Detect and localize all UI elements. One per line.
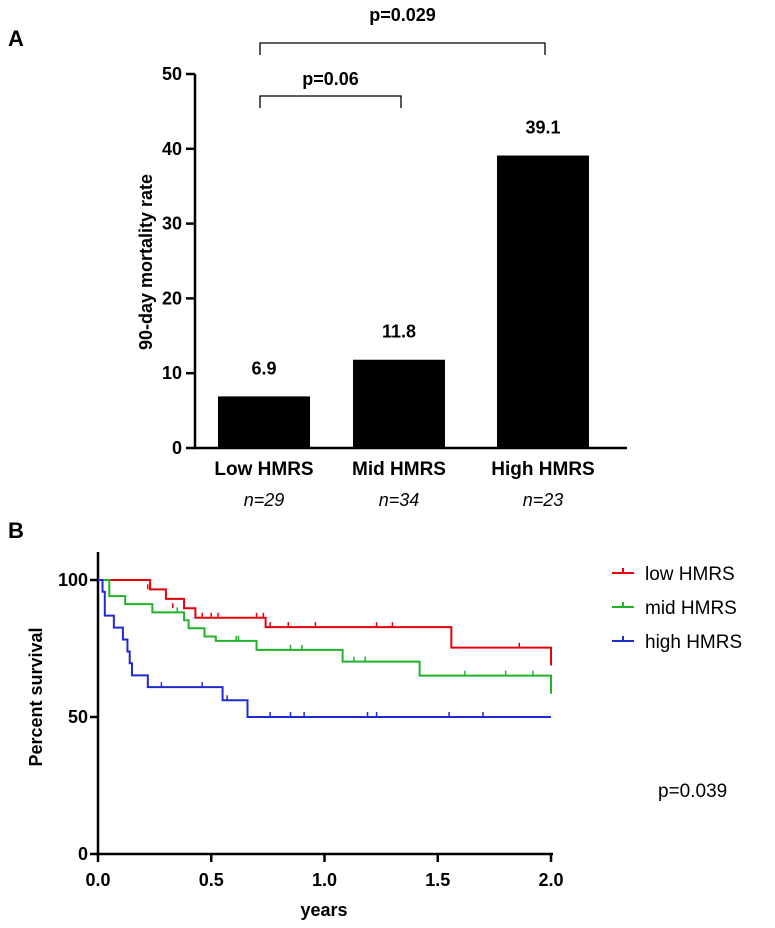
survival-y-axis-title: Percent survival xyxy=(26,627,46,766)
legend-label: mid HMRS xyxy=(645,598,737,619)
bar xyxy=(497,155,589,449)
survival-p-value: p=0.039 xyxy=(658,781,727,802)
survival-x-tick-label: 2.0 xyxy=(538,870,563,890)
survival-x-tick-label: 1.5 xyxy=(425,870,450,890)
survival-curve-high-hmrs xyxy=(98,579,551,718)
significance-label: p=0.06 xyxy=(302,69,359,89)
bar-chart-90-day-mortality: 90-day mortality rate 0 10 20 30 40 50 6.9 Low… xyxy=(136,5,627,510)
bar-category-label: High HMRS xyxy=(491,459,594,480)
significance-label: p=0.029 xyxy=(369,5,436,25)
bar-chart-y-axis-title: 90-day mortality rate xyxy=(136,174,156,350)
bar-y-tick-label: 20 xyxy=(162,288,182,308)
survival-x-axis-title: years xyxy=(300,900,347,920)
survival-y-tick-label: 0 xyxy=(78,844,88,864)
bar-n-label: n=23 xyxy=(523,490,564,510)
bar-y-tick-label: 0 xyxy=(172,438,182,458)
significance-bracket xyxy=(259,95,402,108)
bar-category-label: Mid HMRS xyxy=(352,459,446,480)
bar-category-label: Low HMRS xyxy=(214,459,313,480)
bar-value-label: 39.1 xyxy=(525,118,560,138)
bar xyxy=(218,396,310,448)
bar-y-tick-label: 10 xyxy=(162,363,182,383)
survival-x-tick-label: 0.0 xyxy=(85,870,110,890)
survival-x-tick-label: 1.0 xyxy=(312,870,337,890)
survival-y-tick-label: 100 xyxy=(58,570,88,590)
panel-b-label: B xyxy=(8,518,24,543)
legend-label: low HMRS xyxy=(645,564,735,585)
significance-bracket xyxy=(259,42,546,55)
bar-n-label: n=34 xyxy=(379,490,420,510)
bar-y-tick-label: 40 xyxy=(162,139,182,159)
survival-curve-low-hmrs xyxy=(98,579,552,666)
bar-y-tick-label: 30 xyxy=(162,214,182,234)
legend-label: high HMRS xyxy=(645,632,742,653)
bar-value-label: 6.9 xyxy=(251,358,276,378)
bar xyxy=(353,359,445,448)
bar-y-tick-label: 50 xyxy=(162,64,182,84)
survival-y-tick-label: 50 xyxy=(68,707,88,727)
survival-chart: Percent survival years 0 50 100 0.0 0.5 1.0 1.… xyxy=(26,552,742,920)
panel-a-label: A xyxy=(8,26,24,51)
survival-x-tick-label: 0.5 xyxy=(199,870,224,890)
survival-curve-mid-hmrs xyxy=(98,579,552,694)
bar-n-label: n=29 xyxy=(244,490,285,510)
bar-value-label: 11.8 xyxy=(382,322,416,342)
